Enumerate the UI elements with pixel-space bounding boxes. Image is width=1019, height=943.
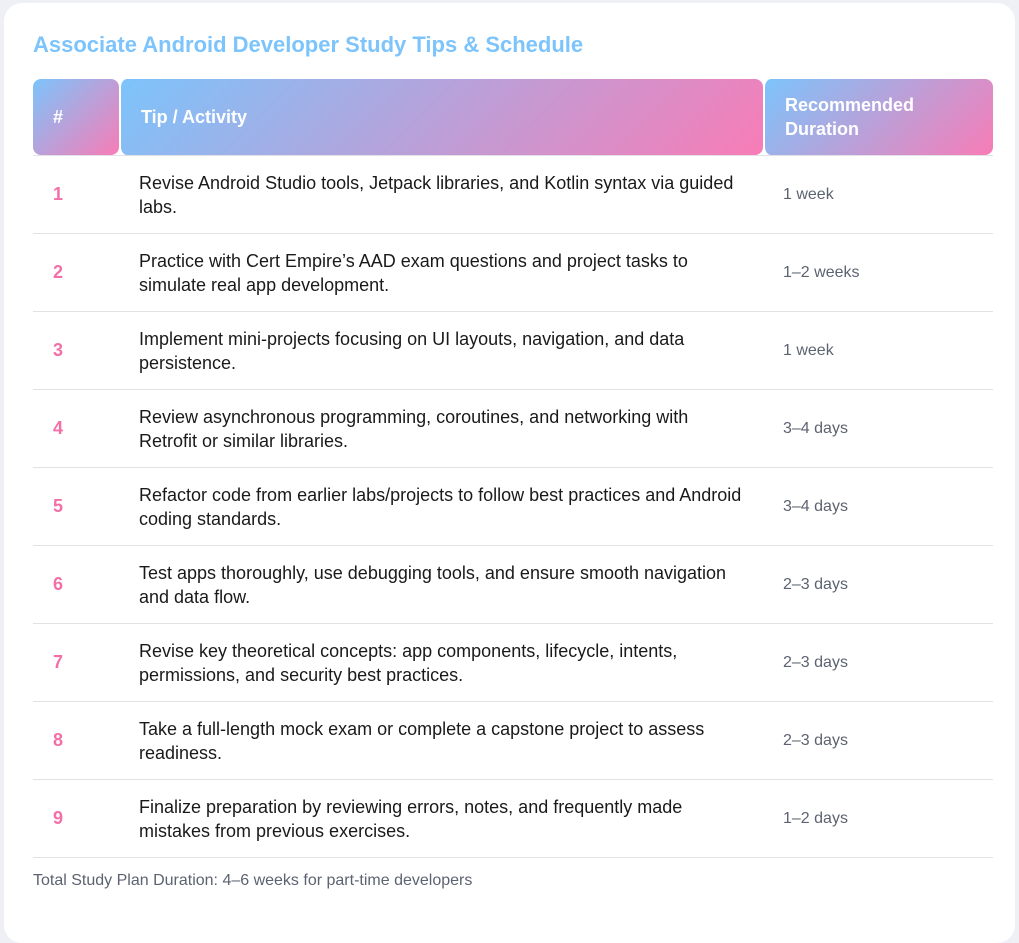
row-duration: 1 week xyxy=(763,312,993,390)
column-header-duration: Recommended Duration xyxy=(763,79,993,155)
row-duration: 3–4 days xyxy=(763,468,993,546)
total-duration-note: Total Study Plan Duration: 4–6 weeks for… xyxy=(33,872,473,889)
row-duration: 1–2 weeks xyxy=(763,234,993,312)
row-duration: 1 week xyxy=(763,155,993,234)
row-tip: Finalize preparation by reviewing errors… xyxy=(119,780,763,858)
row-number: 4 xyxy=(33,390,119,468)
row-tip: Practice with Cert Empire’s AAD exam que… xyxy=(119,234,763,312)
row-tip: Test apps thoroughly, use debugging tool… xyxy=(119,546,763,624)
table-row: 6 Test apps thoroughly, use debugging too… xyxy=(33,546,993,624)
row-number: 8 xyxy=(33,702,119,780)
row-tip: Revise Android Studio tools, Jetpack lib… xyxy=(119,155,763,234)
table-row: 1 Revise Android Studio tools, Jetpack li… xyxy=(33,155,993,234)
study-schedule-card: Associate Android Developer Study Tips &… xyxy=(4,3,1015,943)
table-header-row: # Tip / Activity Recommended Duration xyxy=(33,79,993,155)
row-number: 2 xyxy=(33,234,119,312)
row-tip: Implement mini-projects focusing on UI l… xyxy=(119,312,763,390)
row-duration: 2–3 days xyxy=(763,546,993,624)
row-duration: 2–3 days xyxy=(763,624,993,702)
table-row: 9 Finalize preparation by reviewing error… xyxy=(33,780,993,858)
column-header-tip: Tip / Activity xyxy=(119,79,763,155)
row-tip: Refactor code from earlier labs/projects… xyxy=(119,468,763,546)
row-duration: 1–2 days xyxy=(763,780,993,858)
page-title: Associate Android Developer Study Tips &… xyxy=(33,32,584,57)
column-header-number: # xyxy=(33,79,119,155)
row-number: 3 xyxy=(33,312,119,390)
row-number: 7 xyxy=(33,624,119,702)
table-row: 4 Review asynchronous programming, corout… xyxy=(33,390,993,468)
row-number: 9 xyxy=(33,780,119,858)
table-row: 7 Revise key theoretical concepts: app co… xyxy=(33,624,993,702)
row-number: 1 xyxy=(33,155,119,234)
row-duration: 3–4 days xyxy=(763,390,993,468)
row-tip: Review asynchronous programming, corouti… xyxy=(119,390,763,468)
table-row: 5 Refactor code from earlier labs/project… xyxy=(33,468,993,546)
row-number: 6 xyxy=(33,546,119,624)
table-row: 8 Take a full-length mock exam or complet… xyxy=(33,702,993,780)
row-tip: Take a full-length mock exam or complete… xyxy=(119,702,763,780)
table-row: 2 Practice with Cert Empire’s AAD exam qu… xyxy=(33,234,993,312)
table-row: 3 Implement mini-projects focusing on UI … xyxy=(33,312,993,390)
row-duration: 2–3 days xyxy=(763,702,993,780)
row-tip: Revise key theoretical concepts: app com… xyxy=(119,624,763,702)
row-number: 5 xyxy=(33,468,119,546)
